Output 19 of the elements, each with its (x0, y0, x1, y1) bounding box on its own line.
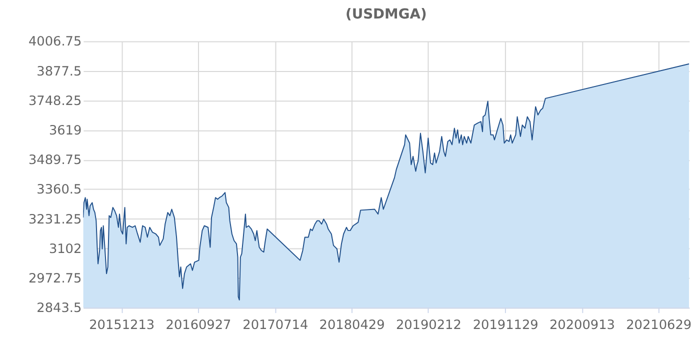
x-tick-label: 20180429 (319, 318, 385, 333)
y-tick-label: 3748.25 (28, 94, 82, 109)
chart-title: (USDMGA) (345, 6, 427, 22)
x-tick-label: 20191129 (472, 318, 538, 333)
x-tick-label: 20200913 (549, 318, 615, 333)
y-tick-label: 2843.5 (36, 301, 82, 316)
y-tick-label: 4006.75 (28, 34, 82, 50)
y-tick-label: 2972.75 (28, 271, 82, 286)
y-tick-label: 3619 (48, 124, 82, 139)
x-tick-label: 20170714 (242, 318, 308, 333)
y-tick-label: 3231.25 (28, 212, 82, 228)
x-tick-label: 20160927 (166, 318, 232, 333)
y-tick-label: 3102 (48, 242, 82, 257)
y-tick-label: 3360.5 (36, 182, 82, 198)
x-tick-label: 20210629 (626, 318, 692, 333)
x-tick-label: 20151213 (89, 318, 155, 333)
y-tick-label: 3489.75 (28, 153, 82, 168)
y-tick-label: 3877.5 (36, 64, 82, 80)
x-tick-label: 20190212 (396, 318, 462, 333)
